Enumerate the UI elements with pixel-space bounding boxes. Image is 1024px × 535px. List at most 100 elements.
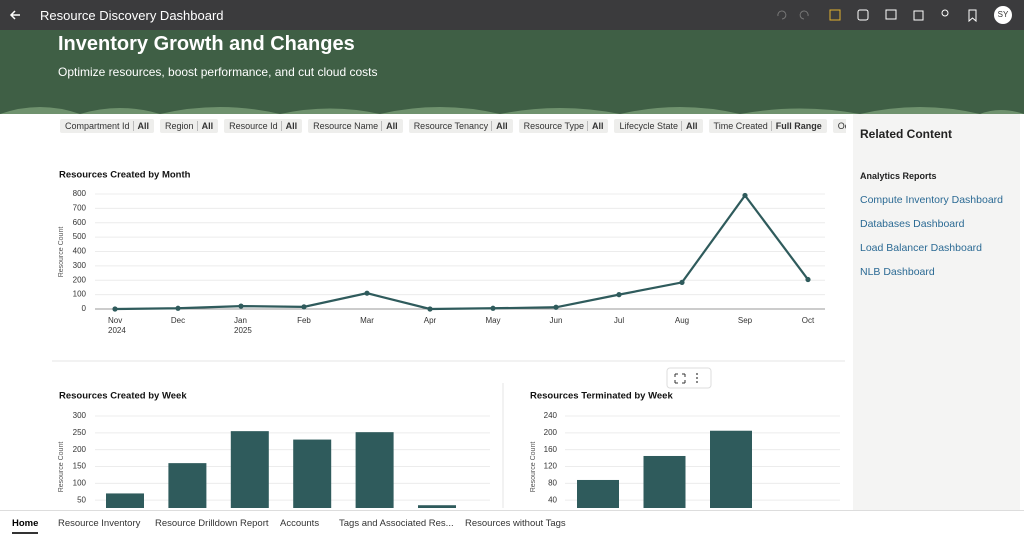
filter-label: Ocira Up [837, 121, 846, 131]
tab[interactable]: Resource Drilldown Report [155, 518, 269, 529]
filter-chip[interactable]: Region All [160, 119, 219, 133]
bar[interactable] [355, 432, 394, 517]
tab[interactable]: Home [12, 518, 39, 534]
report-link[interactable]: Databases Dashboard [860, 218, 965, 230]
x-tick-label: Jun [550, 316, 563, 325]
filter-chip[interactable]: Ocira Up [832, 119, 846, 133]
y-tick-label: 50 [77, 495, 86, 504]
y-tick-label: 100 [73, 290, 87, 299]
filter-label: Lifecycle State [619, 121, 679, 131]
x-tick-sublabel: 2024 [108, 326, 126, 335]
avatar[interactable]: SY [994, 6, 1012, 24]
back-button[interactable] [8, 8, 22, 22]
bar[interactable] [577, 479, 619, 517]
x-tick-sublabel: 2025 [234, 326, 252, 335]
y-axis-label: Resource Count [530, 442, 537, 493]
tab[interactable]: Resource Inventory [58, 518, 141, 529]
x-tick-label: Sep [738, 316, 753, 325]
point [490, 305, 496, 311]
filter-value: All [196, 121, 214, 131]
filter-chip[interactable]: Resource Tenancy All [408, 119, 513, 133]
bar[interactable] [230, 431, 269, 517]
y-tick-label: 250 [73, 428, 87, 437]
share-icon[interactable] [941, 9, 949, 17]
point [301, 304, 307, 310]
filter-value: All [491, 121, 508, 131]
bar[interactable] [643, 455, 686, 517]
filter-label: Resource Tenancy [413, 121, 489, 131]
point [364, 290, 370, 296]
x-tick-label: Jul [614, 316, 624, 325]
bar[interactable] [710, 430, 752, 517]
related-panel: Related Content Analytics Reports Comput… [853, 114, 1020, 510]
edit-icon[interactable] [829, 9, 841, 21]
report-link[interactable]: Compute Inventory Dashboard [860, 194, 1003, 206]
y-tick-label: 500 [73, 232, 87, 241]
banner-subtitle: Optimize resources, boost performance, a… [58, 65, 378, 79]
filter-bar: Compartment Id All Region All Resource Id All… [60, 119, 846, 135]
related-title: Related Content [860, 127, 953, 141]
filter-chip[interactable]: Compartment Id All [60, 119, 155, 133]
filter-value: All [280, 121, 298, 131]
filter-chip[interactable]: Lifecycle State All [614, 119, 703, 133]
export-icon[interactable] [913, 10, 924, 21]
filter-chip[interactable]: Resource Type All [518, 119, 609, 133]
data-icon[interactable] [857, 9, 869, 21]
point [553, 304, 559, 310]
line-series [114, 193, 809, 311]
y-tick-label: 40 [548, 495, 557, 504]
filter-label: Compartment Id [65, 121, 130, 131]
y-tick-label: 700 [73, 203, 87, 212]
x-tick-label: Nov [108, 316, 122, 325]
filter-label: Resource Type [523, 121, 584, 131]
point [742, 192, 748, 199]
y-tick-label: 600 [73, 218, 87, 227]
point [175, 305, 181, 311]
x-tick-label: Jan [234, 316, 247, 325]
bar[interactable] [168, 463, 207, 517]
filter-value: All [586, 121, 604, 131]
filter-chip[interactable]: Time Created Full Range [708, 119, 827, 133]
app-title: Resource Discovery Dashboard [40, 8, 224, 23]
x-tick-label: Oct [802, 316, 815, 325]
x-tick-label: Apr [424, 316, 437, 325]
y-tick-label: 120 [544, 462, 558, 471]
bar[interactable] [418, 505, 456, 517]
tab[interactable]: Tags and Associated Res... [339, 518, 454, 529]
filter-label: Region [165, 121, 194, 131]
filter-value: All [132, 121, 150, 131]
filter-chip[interactable]: Resource Id All [224, 119, 303, 133]
report-link[interactable]: Load Balancer Dashboard [860, 242, 983, 254]
bar[interactable] [106, 493, 144, 517]
x-tick-label: Dec [171, 316, 185, 325]
tab[interactable]: Accounts [280, 518, 320, 529]
top-bar: Resource Discovery Dashboard SY [0, 0, 1024, 30]
banner: Inventory Growth and Changes Optimize re… [0, 30, 1024, 114]
filter-chip[interactable]: Resource Name All [308, 119, 403, 133]
filter-label: Time Created [713, 121, 768, 131]
expand-icon[interactable] [674, 373, 686, 384]
filter-value: All [381, 121, 398, 131]
bar[interactable] [293, 439, 332, 517]
comment-icon[interactable] [885, 9, 897, 20]
report-link[interactable]: NLB Dashboard [860, 266, 935, 278]
point [238, 303, 244, 309]
tab-bar: Home Resource Inventory Resource Drilldown… [0, 510, 1024, 535]
tab[interactable]: Resources without Tags [465, 518, 566, 529]
chart-title: Resources Created by Week [59, 391, 187, 402]
filter-label: Resource Id [229, 121, 278, 131]
bookmark-icon[interactable] [968, 9, 977, 23]
filter-label: Resource Name [313, 121, 379, 131]
banner-decoration [0, 107, 1024, 114]
y-axis-label: Resource Count [58, 442, 65, 493]
x-tick-label: Feb [297, 316, 311, 325]
y-tick-label: 400 [73, 247, 87, 256]
x-tick-label: May [485, 316, 500, 325]
y-tick-label: 300 [73, 411, 87, 420]
y-tick-label: 100 [73, 478, 87, 487]
chart: 40 80 120 160 200 240 [544, 411, 840, 517]
y-tick-label: 200 [544, 428, 558, 437]
point [679, 279, 685, 286]
y-tick-label: 80 [548, 478, 557, 487]
